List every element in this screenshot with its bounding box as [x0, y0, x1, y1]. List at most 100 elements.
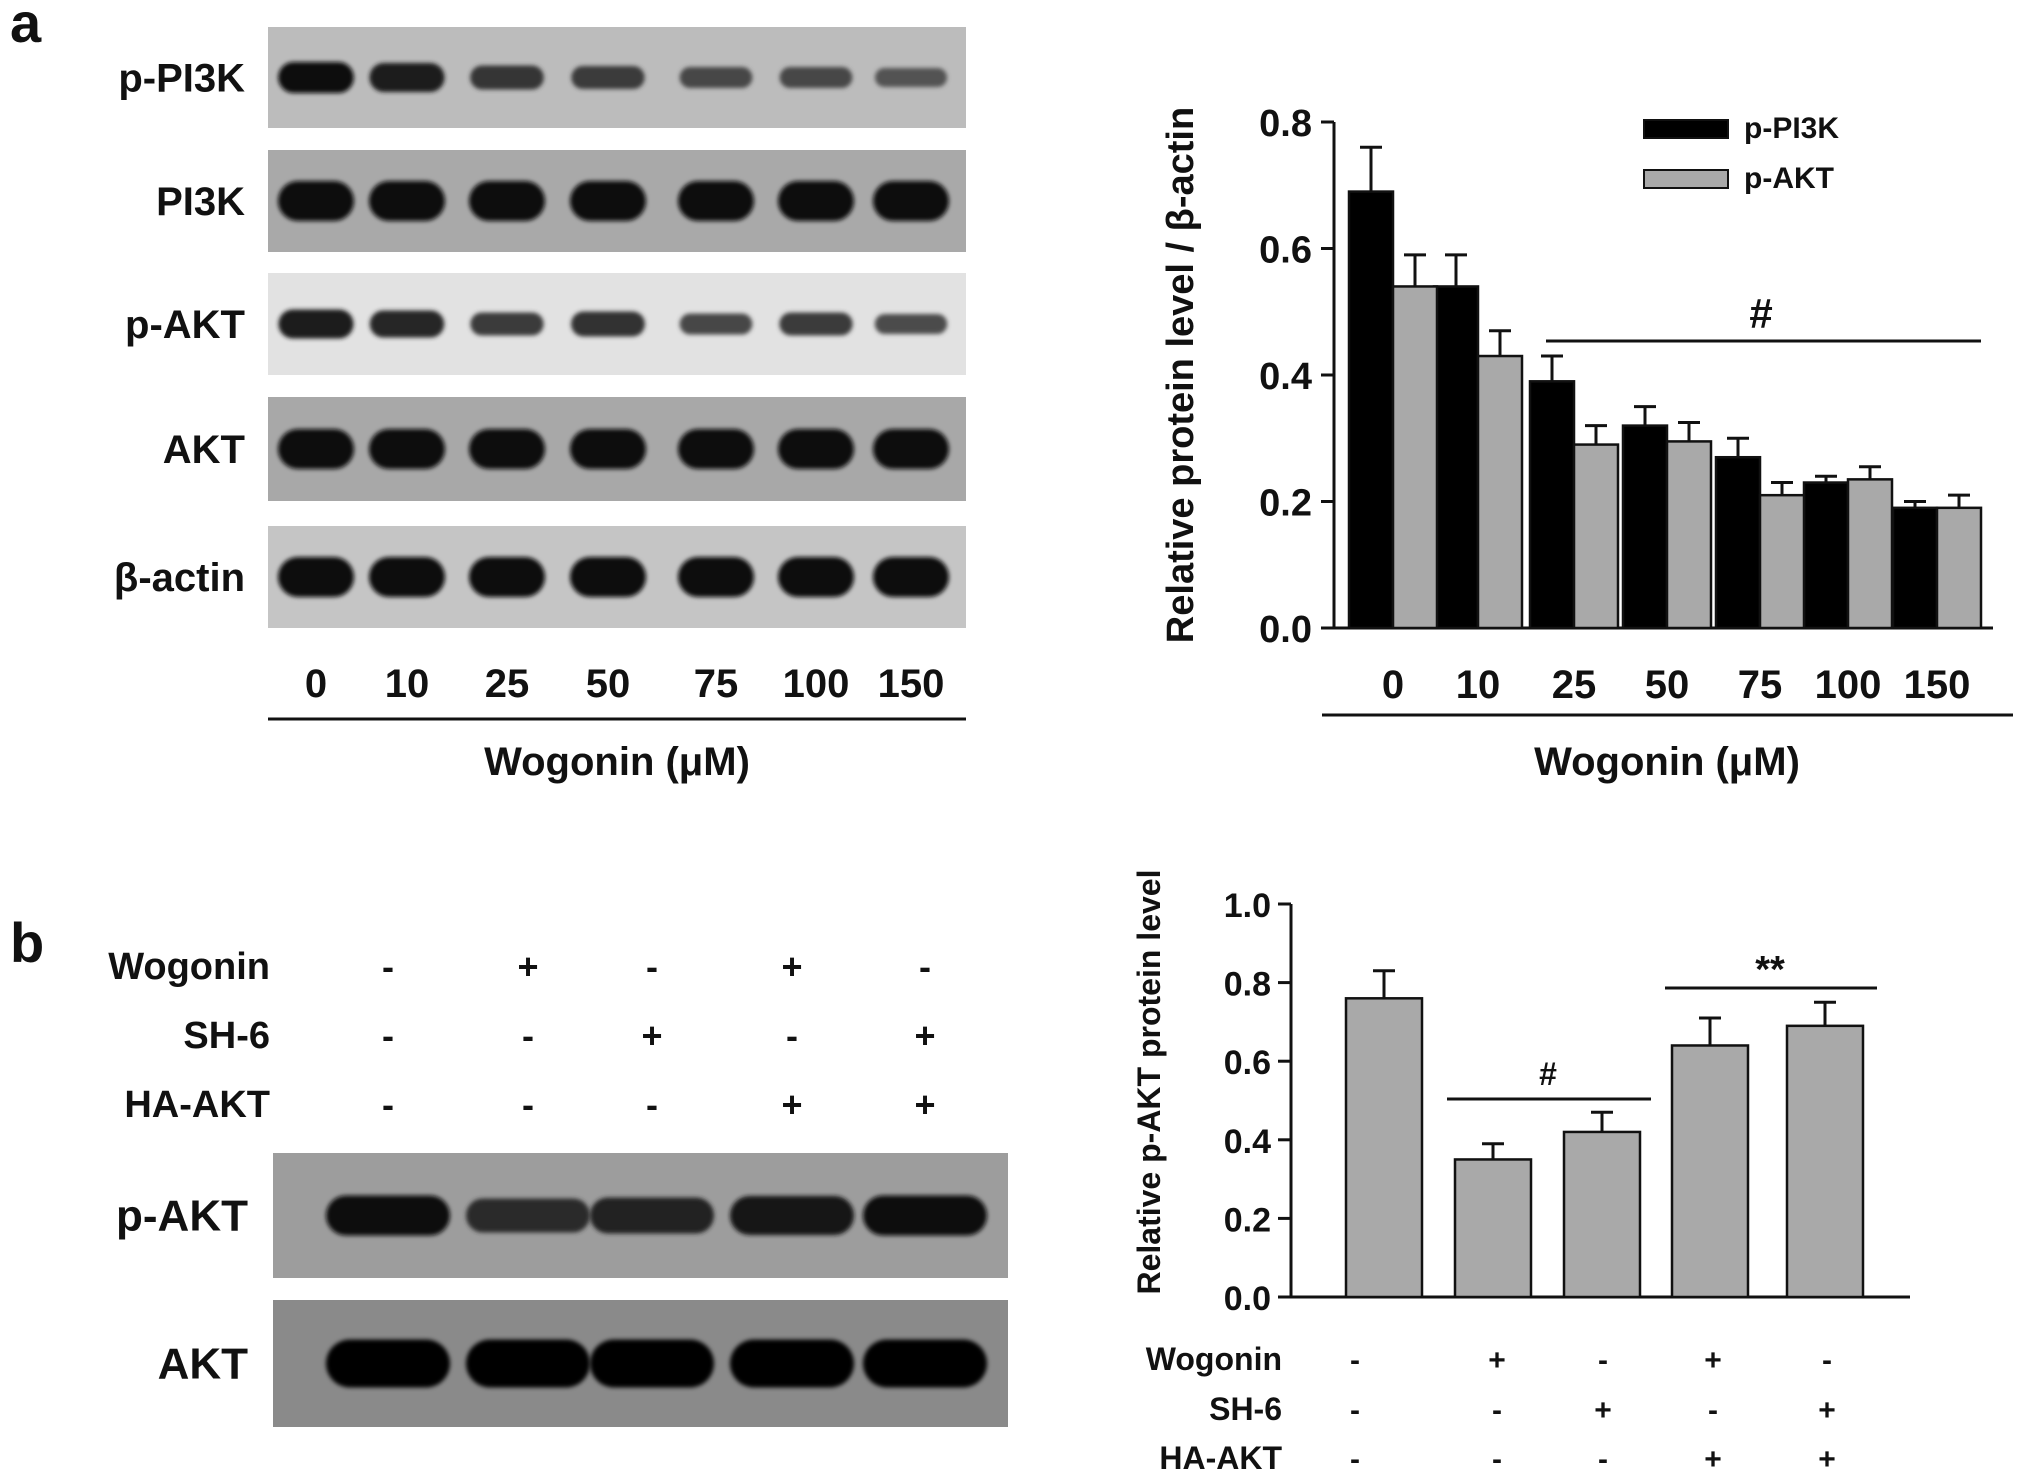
- band: [873, 181, 949, 221]
- chart-a-significance-mark: #: [1749, 290, 1772, 337]
- band: [470, 65, 544, 90]
- chart-a-xtick-label: 25: [1552, 663, 1597, 707]
- band: [863, 1339, 987, 1388]
- chart-b-sign: +: [1818, 1443, 1836, 1476]
- band: [873, 557, 949, 597]
- chart-b-sign: -: [1350, 1394, 1360, 1427]
- band: [278, 181, 354, 221]
- chart-a-ytick-label: 0.4: [1259, 356, 1312, 398]
- chart-b-condition-wogonin: Wogonin: [1146, 1341, 1282, 1377]
- blot-b-sign: -: [382, 1015, 394, 1056]
- chart-b-sign: +: [1818, 1394, 1836, 1427]
- blot-a-lane-label: 50: [586, 662, 631, 706]
- band: [730, 1196, 854, 1235]
- blot-b-sign: -: [919, 946, 931, 987]
- chart-a-legend-label-p-akt: p-AKT: [1744, 162, 1834, 195]
- band: [278, 62, 354, 93]
- chart-a-bar-p-akt: [1935, 506, 1983, 630]
- blot-b-sign: -: [646, 946, 658, 987]
- blot-a-lane-label: 0: [305, 662, 327, 706]
- band: [779, 67, 853, 88]
- chart-b-sign: +: [1594, 1394, 1612, 1427]
- chart-a-bar-p-pi3k: [1802, 481, 1850, 630]
- band: [679, 313, 753, 335]
- band: [326, 1339, 450, 1388]
- chart-a-bar-p-pi3k: [1621, 424, 1669, 630]
- chart-a-xtick-label: 50: [1645, 663, 1690, 707]
- chart-a-bar-p-akt: [1391, 285, 1439, 630]
- chart-a-bar-p-akt: [1665, 440, 1713, 630]
- band: [778, 557, 854, 597]
- chart-a-ytick-label: 0.0: [1259, 609, 1312, 651]
- band: [469, 557, 545, 597]
- blot-b-sign: +: [781, 1084, 802, 1125]
- band: [679, 67, 753, 88]
- chart-b-sign: -: [1708, 1394, 1718, 1427]
- chart-a-bar-p-pi3k: [1347, 190, 1395, 630]
- chart-a-bar-p-pi3k: [1528, 380, 1576, 630]
- chart-a-xtick-label: 10: [1456, 663, 1501, 707]
- chart-a-xtick-label: 0: [1382, 663, 1404, 707]
- chart-b-bar: [1562, 1130, 1642, 1299]
- chart-b-bar: [1670, 1044, 1750, 1299]
- chart-a-legend-swatch-p-pi3k: [1643, 119, 1729, 139]
- chart-b-sign: -: [1822, 1344, 1832, 1377]
- blot-b-row-label-p-akt: p-AKT: [116, 1192, 248, 1241]
- band: [470, 312, 544, 336]
- band: [873, 429, 949, 469]
- band: [778, 181, 854, 221]
- band: [466, 1198, 590, 1233]
- band: [678, 429, 754, 469]
- chart-b-bar: [1453, 1158, 1533, 1299]
- chart-a-ytick-label: 0.6: [1259, 230, 1312, 272]
- band: [469, 429, 545, 469]
- blot-a-lane-label: 75: [694, 662, 739, 706]
- blot-a: p-PI3K PI3K p-AKT AKT β-actin 0 10 25 50 75 100 150: [114, 27, 966, 706]
- blot-b-sign: +: [914, 1084, 935, 1125]
- band: [369, 310, 445, 338]
- chart-b-ytick-label: 0.6: [1224, 1044, 1271, 1082]
- band: [590, 1339, 714, 1388]
- band: [779, 312, 853, 336]
- band: [778, 429, 854, 469]
- chart-b-sign: -: [1492, 1394, 1502, 1427]
- chart-b-significance-mark-1: #: [1539, 1056, 1557, 1092]
- band: [863, 1195, 987, 1236]
- chart-b: 0.0 0.2 0.4 0.6 0.8 1.0 Relative p-AKT protein…: [1131, 870, 1910, 1476]
- blot-a-row-label-actin: β-actin: [114, 556, 245, 600]
- chart-a-bar-p-akt: [1476, 354, 1524, 630]
- blot-a-row-label-p-akt: p-AKT: [125, 303, 245, 347]
- chart-b-bar: [1785, 1024, 1865, 1299]
- chart-b-significance-mark-2: **: [1755, 949, 1785, 991]
- blot-b-sign: -: [522, 1015, 534, 1056]
- chart-a-bar-p-akt: [1846, 478, 1894, 630]
- band: [730, 1339, 854, 1388]
- band: [278, 557, 354, 597]
- blot-b-sign: -: [786, 1015, 798, 1056]
- blot-a-row-label-p-pi3k: p-PI3K: [118, 57, 245, 101]
- band: [570, 181, 646, 221]
- chart-a-legend-swatch-p-akt: [1643, 169, 1729, 189]
- panel-label-b: b: [10, 911, 44, 974]
- blot-a-xlabel: Wogonin (μM): [484, 740, 750, 784]
- band: [874, 68, 948, 87]
- chart-b-sign: +: [1704, 1344, 1722, 1377]
- band: [369, 557, 445, 597]
- chart-a-bar-p-pi3k: [1714, 455, 1762, 630]
- chart-b-sign: -: [1492, 1443, 1502, 1476]
- blot-a-lane-label: 100: [783, 662, 850, 706]
- chart-b-ytick-label: 1.0: [1224, 887, 1271, 925]
- band: [570, 557, 646, 597]
- blot-b-sign: +: [517, 946, 538, 987]
- blot-b-sign: -: [522, 1084, 534, 1125]
- chart-b-sign: -: [1350, 1443, 1360, 1476]
- band: [278, 429, 354, 469]
- chart-a-ytick-label: 0.8: [1259, 103, 1312, 145]
- chart-a-bar-p-akt: [1572, 443, 1620, 630]
- blot-b-condition-sh-6: SH-6: [183, 1015, 270, 1057]
- chart-a-xlabel: Wogonin (μM): [1534, 740, 1800, 784]
- blot-a-row-label-pi3k: PI3K: [156, 180, 245, 224]
- chart-b-sign: +: [1488, 1344, 1506, 1377]
- blot-a-lane-label: 150: [878, 662, 945, 706]
- band: [466, 1339, 590, 1388]
